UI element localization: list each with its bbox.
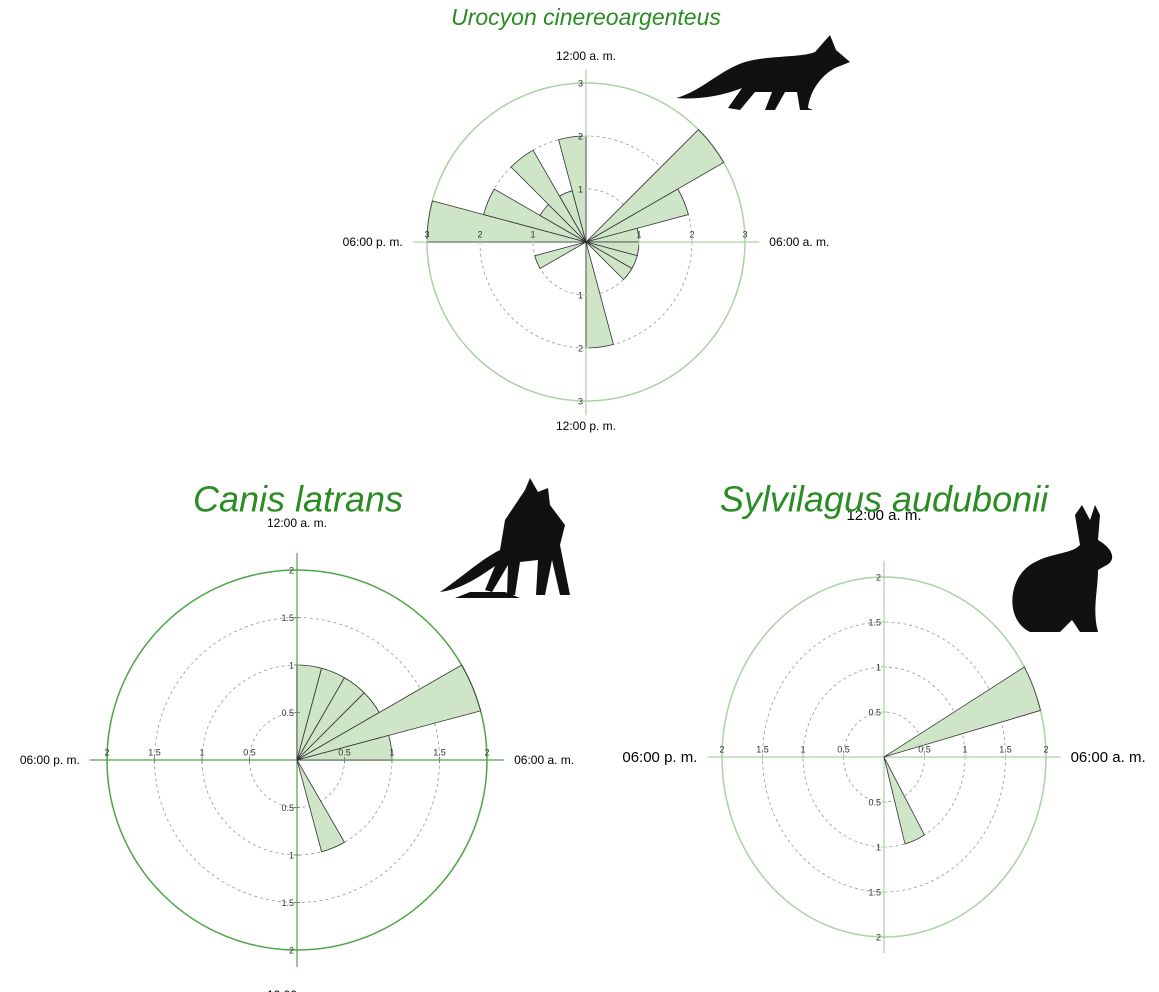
tick-label: 1.5 bbox=[999, 744, 1012, 754]
tick-label: 1 bbox=[289, 660, 294, 670]
tick-label: 2 bbox=[689, 229, 694, 239]
direction-label: 12:00 p. m. bbox=[846, 989, 921, 992]
tick-label: 1 bbox=[389, 747, 394, 757]
rose-chart: 1 1 1 1 2 2 2 2 3 3 3 3 12:00 a. m. 12:00 p. m. 06:00 … bbox=[343, 4, 830, 433]
tick-label: 1 bbox=[876, 662, 881, 672]
tick-label: 1.5 bbox=[281, 898, 294, 908]
tick-label: 0.5 bbox=[281, 803, 294, 813]
chart-title: Sylvilagus audubonii bbox=[720, 479, 1049, 520]
direction-label: 12:00 p. m. bbox=[267, 988, 327, 992]
sector bbox=[585, 241, 633, 281]
tick-label: 2 bbox=[876, 932, 881, 942]
tick-label: 1 bbox=[578, 184, 583, 194]
direction-label: 12:00 a. m. bbox=[267, 516, 327, 530]
direction-label: 12:00 p. m. bbox=[556, 419, 616, 433]
tick-label: 3 bbox=[578, 396, 583, 406]
tick-label: 3 bbox=[742, 229, 747, 239]
direction-label: 06:00 a. m. bbox=[769, 235, 829, 249]
sector bbox=[296, 664, 482, 761]
direction-label: 06:00 p. m. bbox=[622, 749, 697, 766]
tick-label: 1.5 bbox=[433, 747, 446, 757]
tick-label: 1 bbox=[800, 744, 805, 754]
sector bbox=[510, 149, 587, 243]
chart-title: Urocyon cinereoargenteus bbox=[451, 4, 721, 30]
rose-chart: 0.5 0.5 0.5 0.5 1 1 1 1 1.5 1.5 1.5 1.5 2 2 2 2 12:00 a.… bbox=[622, 479, 1145, 992]
tick-label: 2 bbox=[104, 747, 109, 757]
sector bbox=[534, 241, 587, 270]
tick-label: 1 bbox=[876, 842, 881, 852]
tick-label: 3 bbox=[578, 78, 583, 88]
tick-label: 2 bbox=[477, 229, 482, 239]
tick-label: 1.5 bbox=[756, 744, 769, 754]
sector bbox=[483, 188, 587, 243]
direction-label: 12:00 a. m. bbox=[556, 49, 616, 63]
tick-label: 2 bbox=[719, 744, 724, 754]
tick-label: 3 bbox=[424, 229, 429, 239]
tick-label: 2 bbox=[289, 945, 294, 955]
tick-label: 0.5 bbox=[837, 744, 850, 754]
tick-label: 1.5 bbox=[868, 617, 881, 627]
tick-label: 0.5 bbox=[918, 744, 931, 754]
tick-label: 2 bbox=[578, 343, 583, 353]
direction-label: 12:00 a. m. bbox=[846, 507, 921, 524]
sector bbox=[585, 188, 689, 243]
tick-label: 2 bbox=[484, 747, 489, 757]
tick-label: 2 bbox=[876, 572, 881, 582]
direction-label: 06:00 a. m. bbox=[514, 753, 574, 767]
tick-label: 1.5 bbox=[281, 613, 294, 623]
tick-label: 0.5 bbox=[243, 747, 256, 757]
direction-label: 06:00 p. m. bbox=[20, 753, 80, 767]
tick-label: 1 bbox=[530, 229, 535, 239]
rose-chart: 0.5 0.5 0.5 0.5 1 1 1 1 1.5 1.5 1.5 1.5 2 2 2 2 12:00 a.… bbox=[20, 479, 574, 992]
tick-label: 1.5 bbox=[868, 887, 881, 897]
sector bbox=[296, 759, 346, 853]
tick-label: 2 bbox=[1043, 744, 1048, 754]
tick-label: 2 bbox=[289, 565, 294, 575]
tick-label: 0.5 bbox=[338, 747, 351, 757]
sector bbox=[585, 129, 725, 243]
tick-label: 0.5 bbox=[281, 708, 294, 718]
tick-label: 1 bbox=[578, 290, 583, 300]
fox-silhouette bbox=[676, 35, 850, 110]
tick-label: 0.5 bbox=[868, 707, 881, 717]
tick-label: 0.5 bbox=[868, 797, 881, 807]
tick-label: 1 bbox=[199, 747, 204, 757]
rabbit-silhouette bbox=[1012, 505, 1113, 632]
tick-label: 1.5 bbox=[148, 747, 161, 757]
coyote-silhouette bbox=[440, 478, 570, 598]
tick-label: 1 bbox=[962, 744, 967, 754]
sector bbox=[883, 666, 1041, 758]
tick-label: 2 bbox=[578, 131, 583, 141]
sector bbox=[883, 756, 926, 845]
tick-label: 1 bbox=[636, 229, 641, 239]
tick-label: 1 bbox=[289, 850, 294, 860]
direction-label: 06:00 a. m. bbox=[1071, 749, 1146, 766]
chart-title: Canis latrans bbox=[193, 479, 403, 520]
direction-label: 06:00 p. m. bbox=[343, 235, 403, 249]
